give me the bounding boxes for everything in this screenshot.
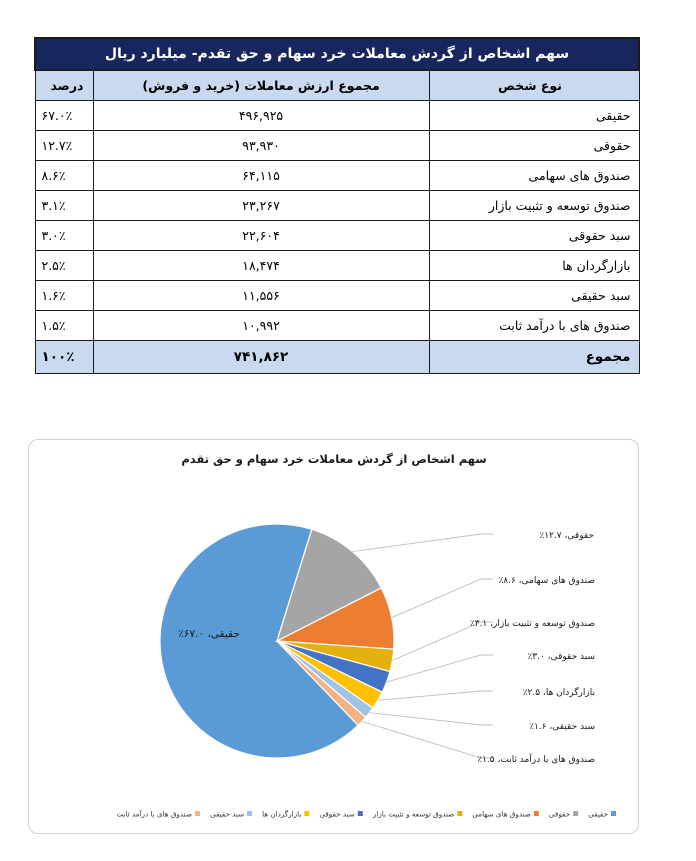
pie-chart: سهم اشخاص از گردش معاملات خرد سهام و حق … (116, 452, 616, 819)
row-type: سبد حقوقی (428, 220, 640, 251)
table-total-row: مجموع ۷۴۱,۸۶۲ ۱۰۰٪ (34, 340, 640, 374)
row-value: ۱۸,۴۷۴ (92, 250, 430, 281)
slice-label: صندوق های سهامی، ۸.۶٪ (498, 576, 595, 586)
slice-label: حقوقی، ۱۲.۷٪ (539, 531, 594, 541)
slice-label: صندوق های با درآمد ثابت، ۱.۵٪ (477, 753, 595, 765)
table-row: صندوق های با درآمد ثابت ۱۰,۹۹۲ ۱.۵٪ (34, 310, 640, 341)
legend-swatch (457, 811, 463, 816)
legend-item: حقیقی (588, 810, 616, 819)
table-row: صندوق های سهامی ۶۴,۱۱۵ ۸.۶٪ (34, 160, 640, 191)
row-percent: ۶۷.۰٪ (34, 100, 94, 131)
row-percent: ۸.۶٪ (34, 160, 94, 191)
legend-label: بازارگردان ها (262, 810, 301, 819)
legend-item: حقوقی (549, 810, 579, 819)
slice-label: صندوق توسعه و تثبیت بازار، ۳.۱٪ (470, 619, 595, 629)
legend-swatch (304, 811, 310, 816)
row-value: ۶۴,۱۱۵ (92, 160, 430, 191)
table-header-row: نوع شخص مجموع ارزش معاملات (خرید و فروش)… (34, 69, 640, 101)
row-percent: ۳.۰٪ (34, 220, 94, 251)
row-value: ۹۳,۹۳۰ (92, 130, 430, 161)
legend-swatch (247, 811, 253, 816)
total-percent: ۱۰۰٪ (34, 340, 94, 374)
slice-label: حقیقی، ۶۷.۰٪ (178, 628, 240, 640)
table-row: سبد حقوقی ۲۲,۶۰۴ ۳.۰٪ (34, 220, 640, 251)
legend-label: صندوق های با درآمد ثابت (116, 809, 192, 819)
total-value: ۷۴۱,۸۶۲ (92, 340, 430, 374)
row-value: ۲۲,۶۰۴ (92, 220, 430, 251)
row-type: صندوق های سهامی (428, 160, 640, 191)
legend-label: سبد حقیقی (210, 810, 244, 819)
header-value: مجموع ارزش معاملات (خرید و فروش) (92, 69, 430, 101)
leader-line (369, 712, 493, 726)
legend-item: صندوق توسعه و تثبیت بازار (372, 810, 463, 819)
legend-item: بازارگردان ها (262, 810, 310, 819)
legend-label: صندوق های سهامی (472, 810, 531, 819)
legend-item: صندوق های با درآمد ثابت (116, 809, 200, 819)
row-type: صندوق توسعه و تثبیت بازار (428, 190, 640, 221)
row-percent: ۲.۵٪ (34, 250, 94, 281)
row-type: بازارگردان ها (428, 250, 640, 281)
header-type: نوع شخص (428, 69, 640, 101)
slice-label: سبد حقوقی، ۳.۰٪ (527, 652, 595, 662)
table-title: سهم اشخاص از گردش معاملات خرد سهام و حق … (33, 37, 641, 71)
leader-line (352, 533, 493, 553)
leader-line (386, 654, 493, 683)
legend-swatch (573, 811, 579, 816)
row-value: ۱۰,۹۹۲ (92, 310, 430, 341)
legend-label: صندوق توسعه و تثبیت بازار (372, 810, 454, 819)
table-row: حقیقی ۴۹۶,۹۲۵ ۶۷.۰٪ (34, 100, 640, 131)
legend-label: حقوقی (549, 810, 570, 819)
row-value: ۲۳,۲۶۷ (92, 190, 430, 221)
row-type: سبد حقیقی (428, 280, 640, 311)
row-percent: ۱۲.۷٪ (34, 130, 94, 161)
legend-item: صندوق های سهامی (472, 810, 539, 819)
row-value: ۱۱,۵۵۶ (92, 280, 430, 311)
legend-swatch (533, 811, 539, 816)
leader-line (377, 690, 493, 701)
legend-label: سبد حقوقی (319, 810, 354, 819)
row-percent: ۱.۵٪ (34, 310, 94, 341)
slice-label: سبد حقیقی، ۱.۶٪ (529, 722, 595, 732)
leader-line (361, 720, 493, 759)
legend-label: حقیقی (588, 810, 608, 819)
table-row: حقوقی ۹۳,۹۳۰ ۱۲.۷٪ (34, 130, 640, 161)
leader-line (391, 578, 493, 619)
table-row: صندوق توسعه و تثبیت بازار ۲۳,۲۶۷ ۳.۱٪ (34, 190, 640, 221)
chart-title: سهم اشخاص از گردش معاملات خرد سهام و حق … (181, 452, 486, 467)
row-percent: ۳.۱٪ (34, 190, 94, 221)
transactions-table: سهم اشخاص از گردش معاملات خرد سهام و حق … (33, 37, 641, 374)
legend-swatch (357, 811, 363, 816)
legend-swatch (194, 811, 200, 816)
row-type: صندوق های با درآمد ثابت (428, 310, 640, 341)
legend-swatch (611, 811, 616, 816)
chart-card: سهم اشخاص از گردش معاملات خرد سهام و حق … (28, 439, 639, 834)
row-value: ۴۹۶,۹۲۵ (92, 100, 430, 131)
legend-item: سبد حقیقی (210, 810, 253, 819)
legend-item: سبد حقوقی (319, 810, 363, 819)
total-type: مجموع (428, 340, 640, 374)
header-percent: درصد (34, 69, 94, 101)
slice-label: بازارگردان ها، ۲.۵٪ (523, 686, 595, 698)
pie-slice (276, 528, 383, 643)
pie-slice (159, 523, 359, 759)
table-row: بازارگردان ها ۱۸,۴۷۴ ۲.۵٪ (34, 250, 640, 281)
table-row: سبد حقیقی ۱۱,۵۵۶ ۱.۶٪ (34, 280, 640, 311)
row-percent: ۱.۶٪ (34, 280, 94, 311)
row-type: حقوقی (428, 130, 640, 161)
leader-line (392, 621, 493, 661)
row-type: حقیقی (428, 100, 640, 131)
